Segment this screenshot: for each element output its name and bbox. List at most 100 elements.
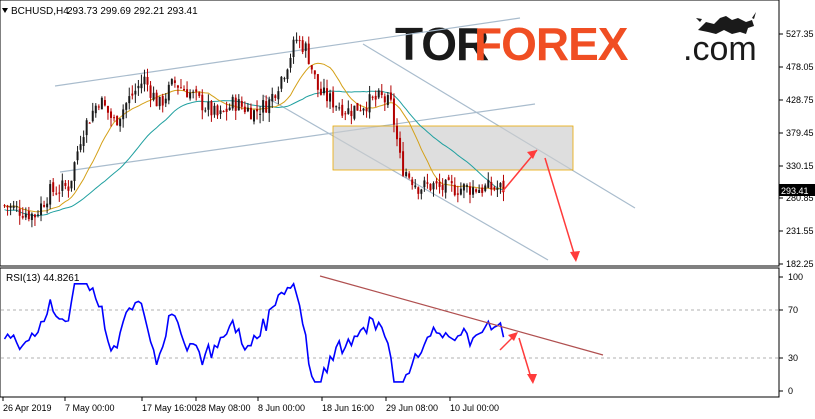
candle-body <box>277 91 280 100</box>
ma-slow-line <box>4 90 504 217</box>
candle-body <box>222 111 225 113</box>
candle-body <box>344 113 347 115</box>
candle-body <box>469 186 472 195</box>
candle-body <box>365 108 368 112</box>
candle-body <box>100 97 103 110</box>
candle-body <box>271 93 274 102</box>
candle-body <box>377 90 380 98</box>
symbol-label: BCHUSD,H4 <box>11 6 69 17</box>
down-channel-lower-line <box>263 95 549 261</box>
candle-body <box>359 110 362 112</box>
candle-body <box>176 85 179 88</box>
candle-body <box>329 93 332 102</box>
candle-body <box>444 179 447 193</box>
candle-body <box>140 83 143 89</box>
candle-body <box>64 183 67 186</box>
candle-body <box>496 188 499 190</box>
candle-body <box>55 193 58 195</box>
candle-body <box>371 96 374 98</box>
rsi-pane[interactable] <box>0 267 780 398</box>
candle-body <box>210 101 213 116</box>
rsi-tick-label: 100 <box>788 272 803 282</box>
header-marker-icon <box>2 8 8 13</box>
forecast-arrow-up-head <box>527 150 537 159</box>
candle-body <box>310 65 313 70</box>
candle-body <box>438 182 441 187</box>
candle-body <box>465 185 468 187</box>
candle-body <box>289 57 292 68</box>
candle-body <box>183 89 186 91</box>
candle-body <box>256 109 259 112</box>
candle-body <box>152 92 155 100</box>
time-tick-label: 29 Jun 08:00 <box>386 403 438 413</box>
candle-body <box>453 184 456 196</box>
candle-body <box>319 88 322 95</box>
candle-body <box>192 91 195 93</box>
candle-body <box>429 183 432 191</box>
candle-body <box>399 137 402 153</box>
candle-body <box>441 184 444 190</box>
candle-body <box>435 181 438 184</box>
candle-body <box>113 117 116 119</box>
candle-body <box>356 103 359 111</box>
candle-body <box>40 203 43 216</box>
brand-logo: TOR FOREX .com <box>395 12 757 70</box>
candle-body <box>12 205 15 209</box>
candle-body <box>106 105 109 113</box>
time-tick-label: 10 Jul 00:00 <box>450 403 499 413</box>
candle-body <box>73 162 76 182</box>
candle-body <box>119 118 122 127</box>
candle-body <box>201 94 204 111</box>
time-tick-label: 8 Jun 00:00 <box>258 403 305 413</box>
candle-body <box>170 78 173 85</box>
candle-body <box>52 182 55 192</box>
candle-body <box>219 110 222 115</box>
rsi-tick-label: 70 <box>788 305 798 315</box>
candle-body <box>286 69 289 80</box>
candle-body <box>350 110 353 117</box>
candle-body <box>490 182 493 190</box>
candle-body <box>450 181 453 184</box>
candle-body <box>326 88 329 102</box>
brand-forex-text: FOREX <box>474 18 629 70</box>
price-tick-label: 330.15 <box>786 161 814 171</box>
candle-body <box>234 97 237 111</box>
candle-body <box>313 70 316 75</box>
channel-upper-line <box>54 17 521 87</box>
candle-body <box>408 173 411 178</box>
candle-body <box>341 104 344 116</box>
candle-body <box>316 74 319 90</box>
price-tick-label: 478.05 <box>786 62 814 72</box>
candle-body <box>30 213 33 221</box>
candle-body <box>128 96 131 104</box>
candle-body <box>225 108 228 112</box>
brand-tor-text: TOR <box>395 18 489 70</box>
candle-body <box>131 93 134 96</box>
candle-body <box>155 92 158 107</box>
time-tick-label: 18 Jun 16:00 <box>322 403 374 413</box>
candle-body <box>88 122 91 124</box>
candle-body <box>298 40 301 42</box>
candle-body <box>91 110 94 122</box>
candle-body <box>143 76 146 85</box>
candle-body <box>389 92 392 100</box>
candle-body <box>195 89 198 92</box>
candle-body <box>411 179 414 186</box>
rsi-axis: 100 70 30 0 <box>779 272 803 396</box>
candle-body <box>67 186 70 191</box>
brand-com-text: .com <box>683 30 757 68</box>
price-forecast-arrows <box>501 149 580 262</box>
candle-body <box>198 92 201 96</box>
candle-body <box>204 110 207 112</box>
candle-body <box>15 206 18 208</box>
candle-body <box>392 98 395 125</box>
symbol-header: BCHUSD,H4 293.73 299.69 292.21 293.41 <box>2 6 198 17</box>
rsi-trendline <box>319 275 604 356</box>
candle-body <box>253 110 255 122</box>
candle-body <box>58 192 61 194</box>
candle-body <box>335 106 338 108</box>
candle-body <box>189 92 192 99</box>
candle-body <box>27 211 30 220</box>
candle-body <box>447 177 450 180</box>
